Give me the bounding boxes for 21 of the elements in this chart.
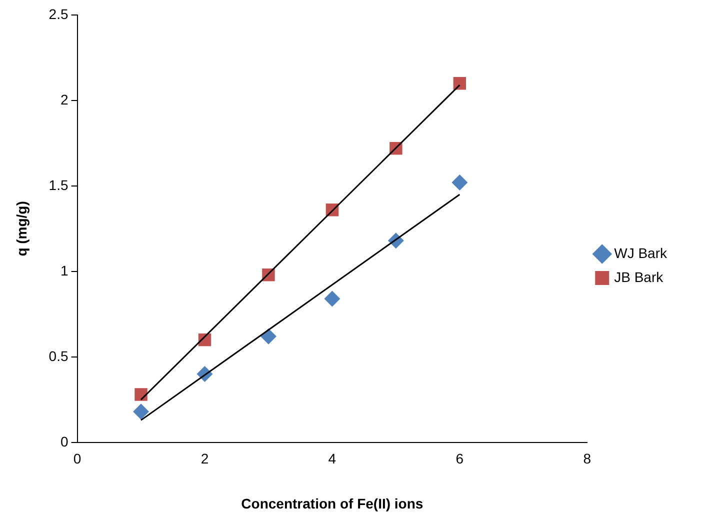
x-tick-label: 2	[200, 450, 209, 467]
y-tick-label: 2	[60, 91, 68, 108]
x-tick-label: 0	[73, 450, 82, 467]
x-tick-label: 4	[328, 450, 336, 467]
x-axis-title: Concentration of Fe(II) ions	[241, 495, 424, 512]
x-tick-label: 8	[583, 450, 592, 467]
y-tick-label: 1.5	[48, 176, 68, 193]
y-tick-label: 0	[60, 433, 68, 450]
point	[452, 174, 468, 191]
point	[324, 290, 340, 307]
y-tick-label: 2.5	[48, 6, 68, 22]
y-axis-title: q (mg/g)	[13, 201, 30, 256]
point	[132, 404, 149, 420]
point	[453, 77, 466, 90]
legend-label: JB Bark	[614, 268, 664, 285]
point	[260, 328, 276, 344]
legend-label: WJ Bark	[614, 244, 668, 261]
point	[134, 388, 148, 401]
y-tick-label: 1	[60, 262, 68, 278]
y-tick-label: 0.5	[48, 348, 68, 364]
x-tick-label: 6	[456, 450, 464, 467]
